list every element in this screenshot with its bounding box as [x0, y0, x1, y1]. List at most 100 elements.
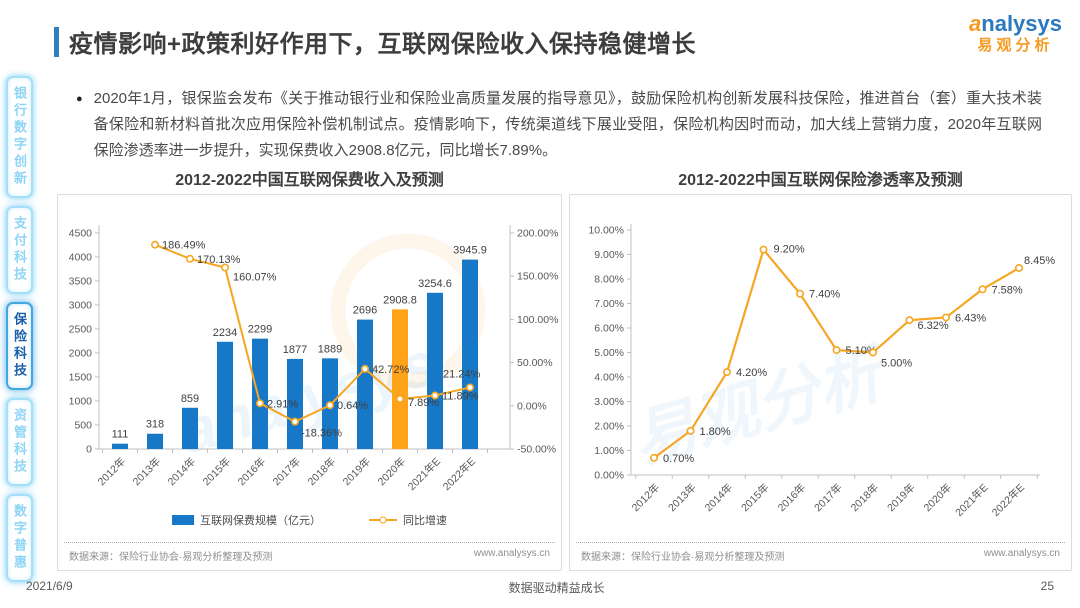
penetration-point-2018年 — [868, 348, 877, 357]
y-axis-tick: 10.00% — [588, 225, 624, 237]
footer: 2021/6/9 数据驱动精益成长 25 — [0, 579, 1080, 596]
bar-value-label: 2299 — [248, 324, 272, 336]
premium-income-combo-chart: analysys05001000150020002500300035004000… — [69, 225, 558, 493]
bar-2017年 — [287, 358, 303, 449]
page-number: 25 — [1040, 579, 1054, 593]
legend-item-bar: 互联网保费规模（亿元） — [172, 512, 321, 528]
left-axis-tick: 3500 — [69, 276, 93, 288]
y-axis-tick: 5.00% — [594, 347, 624, 359]
source-row: 数据来源：保险行业协会·易观分析整理及预测 www.analysys.cn — [64, 542, 555, 570]
title-accent-bar — [54, 26, 59, 57]
x-axis-label: 2016年 — [775, 481, 808, 514]
bar-value-label: 1889 — [318, 343, 342, 355]
y-axis-tick: 3.00% — [594, 396, 624, 408]
bar-2016年 — [252, 338, 268, 449]
penetration-value-label: 7.40% — [809, 289, 840, 301]
summary-text: 2020年1月，银保监会发布《关于推动银行业和保险业高质量发展的指导意见》，鼓励… — [93, 90, 1042, 159]
penetration-value-label: 1.80% — [700, 426, 731, 438]
left-axis-tick: 2500 — [69, 324, 93, 336]
penetration-point-2014年 — [723, 368, 732, 377]
x-axis-label: 2019年 — [884, 481, 917, 514]
x-axis-label: 2021年E — [953, 481, 991, 519]
y-axis-tick: 1.00% — [594, 445, 624, 457]
penetration-point-2021年E — [978, 285, 987, 294]
left-axis-tick: 500 — [74, 420, 92, 432]
penetration-value-label: 8.45% — [1024, 255, 1055, 267]
growth-point-2018年 — [325, 401, 334, 410]
bar-2012年 — [112, 443, 128, 449]
bar-value-label: 3254.6 — [418, 278, 452, 290]
growth-point-2019年 — [360, 364, 369, 373]
premium-chart-panel: analysys 0 500 1000 1500 2000 2500 3000 3500 4000… — [57, 194, 562, 571]
y-axis-tick: 9.00% — [594, 249, 624, 261]
penetration-point-2020年 — [941, 313, 950, 322]
x-axis-label: 2012年 — [629, 481, 662, 514]
growth-point-2020年 — [395, 394, 404, 403]
x-axis-label: 2018年 — [848, 481, 881, 514]
penetration-value-label: 6.43% — [955, 312, 986, 324]
y-axis-tick: 4.00% — [594, 372, 624, 384]
data-source-label: 数据来源：保险行业协会·易观分析整理及预测 — [69, 552, 273, 563]
sidebar-tab-2-active[interactable]: 保险科技 — [6, 302, 33, 390]
growth-point-2015年 — [221, 263, 230, 272]
website-url: www.analysys.cn — [473, 548, 550, 559]
summary-paragraph: ● 2020年1月，银保监会发布《关于推动银行业和保险业高质量发展的指导意见》，… — [76, 86, 1042, 164]
penetration-point-2013年 — [686, 426, 695, 435]
penetration-value-label: 0.70% — [663, 453, 694, 465]
sidebar-tab-4[interactable]: 数字普惠 — [6, 494, 33, 582]
chart-legend: 互联网保费规模（亿元） 同比增速 — [58, 509, 561, 531]
bar-2015年 — [217, 341, 233, 449]
sidebar-tab-1[interactable]: 支付科技 — [6, 206, 33, 294]
analysys-logo-wordmark: analysys — [969, 11, 1062, 36]
growth-value-label: -18.36% — [301, 428, 342, 440]
x-axis-label: 2013年 — [665, 481, 698, 514]
x-axis-label: 2017年 — [811, 481, 844, 514]
x-axis-label: 2019年 — [340, 455, 373, 488]
footer-slogan: 数据驱动精益成长 — [508, 581, 605, 595]
y-axis-tick: 8.00% — [594, 274, 624, 286]
y-axis-tick: 2.00% — [594, 421, 624, 433]
penetration-value-label: 5.10% — [846, 345, 877, 357]
growth-point-2014年 — [186, 254, 195, 263]
bullet-icon: ● — [76, 93, 83, 105]
analysys-logo: analysys 易观分析 — [969, 11, 1062, 55]
right-axis-tick: 50.00% — [517, 357, 553, 369]
header: 疫情影响+政策利好作用下，互联网保险收入保持稳健增长 — [54, 24, 696, 59]
x-axis-label: 2018年 — [305, 455, 338, 488]
sidebar-tab-3[interactable]: 资管科技 — [6, 398, 33, 486]
x-axis-label: 2022年E — [989, 481, 1027, 519]
penetration-value-label: 9.20% — [774, 244, 805, 256]
penetration-point-2012年 — [650, 453, 659, 462]
penetration-value-label: 5.00% — [881, 358, 912, 370]
left-axis-tick: 0 — [86, 444, 92, 456]
penetration-point-2016年 — [796, 289, 805, 298]
penetration-value-label: 4.20% — [736, 367, 767, 379]
x-axis-label: 2013年 — [130, 455, 163, 488]
bar-value-label: 2234 — [213, 327, 237, 339]
website-url: www.analysys.cn — [983, 548, 1060, 559]
growth-line — [154, 243, 471, 423]
x-axis-label: 2022年E — [440, 455, 478, 493]
y-axis-tick: 0.00% — [594, 470, 624, 482]
y-axis-tick: 7.00% — [594, 298, 624, 310]
page-title: 疫情影响+政策利好作用下，互联网保险收入保持稳健增长 — [69, 31, 697, 58]
bar-2013年 — [147, 433, 163, 449]
penetration-value-label: 7.58% — [992, 284, 1023, 296]
left-axis-tick: 3000 — [69, 300, 93, 312]
penetration-point-2015年 — [759, 245, 768, 254]
legend-label: 互联网保费规模（亿元） — [200, 515, 321, 527]
left-axis-tick: 4000 — [69, 252, 93, 264]
sidebar-tab-0[interactable]: 银行数字创新 — [6, 76, 33, 198]
right-axis-tick: 100.00% — [517, 314, 558, 326]
bar-2021年E — [427, 292, 443, 449]
bar-2022年E — [462, 259, 478, 449]
legend-bar-swatch — [172, 515, 194, 525]
x-axis-label: 2016年 — [235, 455, 268, 488]
legend-item-line: 同比增速 — [369, 512, 447, 528]
penetration-chart-title: 2012-2022中国互联网保险渗透率及预测 — [678, 172, 963, 189]
growth-value-label: 170.13% — [197, 254, 241, 266]
growth-value-label: 186.49% — [162, 240, 206, 252]
right-axis-tick: -50.00% — [517, 444, 556, 456]
legend-line-swatch — [369, 516, 397, 524]
growth-value-label: 11.89% — [442, 391, 479, 403]
